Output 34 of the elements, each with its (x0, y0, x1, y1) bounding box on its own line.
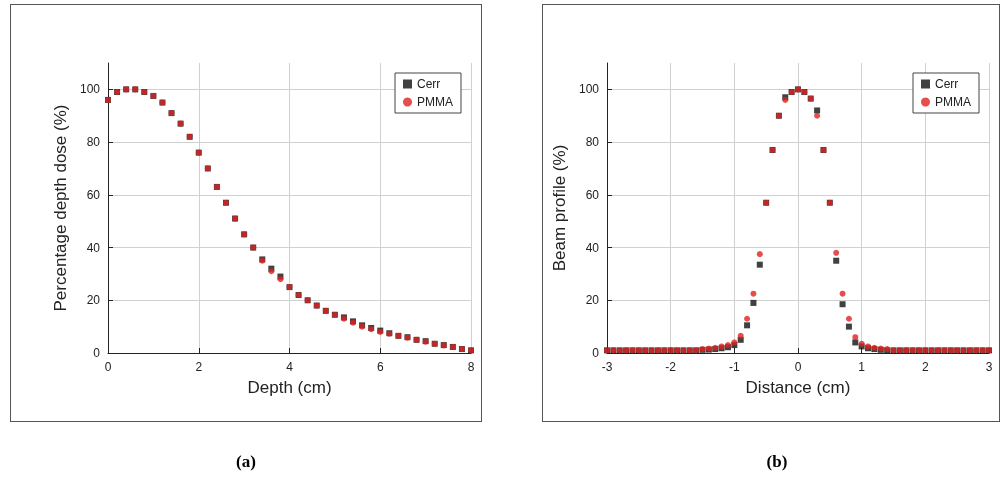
text: (b) (765, 452, 789, 472)
y-tick-label: 100 (79, 82, 101, 97)
y-axis-title: Beam profile (%) (550, 144, 570, 272)
x-tick-label: -1 (729, 360, 740, 374)
y-tick-label: 0 (93, 346, 101, 360)
x-tick-label: 2 (195, 360, 203, 374)
y-tick-label: 60 (86, 187, 101, 202)
y-tick-label: 20 (86, 293, 101, 308)
y-tick-label: 60 (585, 187, 600, 202)
x-axis-title: Depth (cm) (247, 378, 332, 397)
legend-label: PMMA (935, 95, 971, 109)
x-tick-label: -3 (601, 360, 613, 374)
y-tick-label: 40 (585, 240, 600, 255)
y-tick-label: 80 (86, 135, 101, 150)
x-tick-label: 0 (794, 360, 802, 374)
y-tick-label: 100 (578, 82, 600, 97)
x-tick-label: 3 (985, 360, 993, 374)
x-tick-label: 4 (286, 360, 294, 374)
y-axis-title: Percentage depth dose (%) (51, 104, 71, 312)
legend-label: Cerr (935, 77, 959, 91)
y-tick-label: 20 (585, 293, 600, 308)
x-tick-label: 2 (921, 360, 929, 374)
legend-label: PMMA (417, 95, 453, 109)
y-tick-label: 0 (592, 346, 600, 360)
legend-label: Cerr (417, 77, 441, 91)
x-tick-label: 8 (467, 360, 475, 374)
x-tick-label: 0 (104, 360, 112, 374)
x-tick-label: 1 (858, 360, 866, 374)
x-axis-title: Distance (cm) (745, 378, 851, 397)
x-tick-label: -2 (665, 360, 677, 374)
x-tick-label: 6 (376, 360, 384, 374)
text: (a) (235, 452, 257, 472)
y-tick-label: 40 (86, 240, 101, 255)
y-tick-label: 80 (585, 135, 600, 150)
